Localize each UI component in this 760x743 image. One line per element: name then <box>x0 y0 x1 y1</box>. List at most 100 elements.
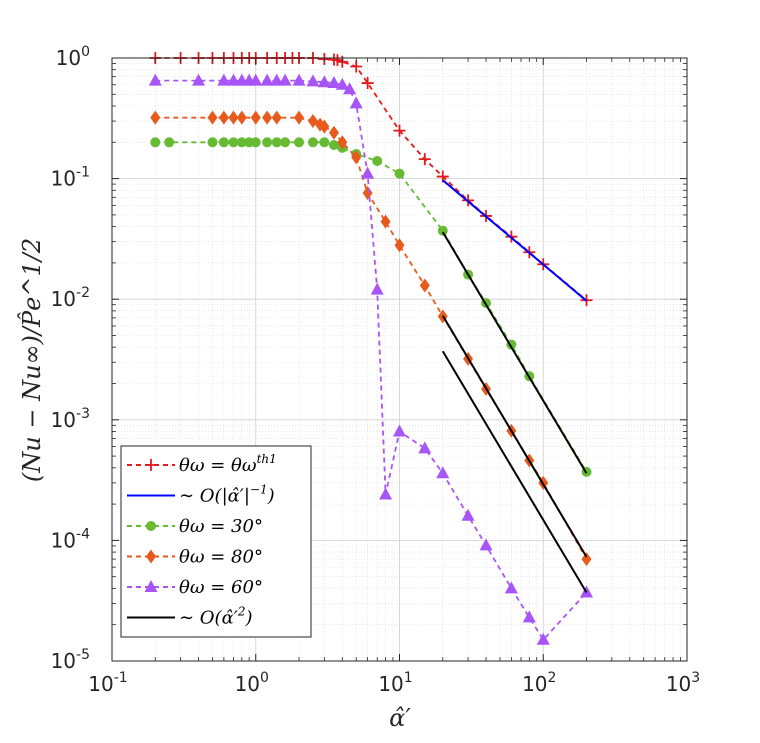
y-tick-label: 10-4 <box>51 526 91 552</box>
data-point <box>250 137 261 148</box>
data-point <box>262 137 273 148</box>
data-point <box>418 153 431 166</box>
data-point <box>372 155 383 166</box>
data-point <box>294 137 305 148</box>
y-tick-exponent: -2 <box>76 285 90 301</box>
series-5 <box>441 231 588 474</box>
fit-line <box>441 350 588 594</box>
data-point <box>307 137 318 148</box>
data-point <box>228 137 239 148</box>
x-tick-exponent: 2 <box>548 670 557 686</box>
data-point <box>150 137 161 148</box>
data-point <box>362 185 373 200</box>
series-1 <box>442 179 588 302</box>
x-tick-label: 101 <box>378 670 412 696</box>
legend-box <box>120 445 312 638</box>
data-point <box>270 73 284 86</box>
fit-line <box>441 315 588 558</box>
data-point <box>226 73 240 86</box>
data-point <box>349 96 363 109</box>
data-point <box>461 508 475 521</box>
data-point <box>328 139 339 150</box>
data-point <box>380 214 391 229</box>
x-tick-label: 102 <box>522 670 556 696</box>
series-line <box>442 179 588 302</box>
y-tick-exponent: 0 <box>81 44 90 60</box>
legend-label: θω = 30° <box>179 516 263 537</box>
data-point <box>418 441 432 454</box>
y-tick-label: 100 <box>56 44 90 70</box>
y-tick-exponent: -1 <box>76 165 90 181</box>
data-point <box>294 110 305 125</box>
data-point <box>361 166 375 179</box>
x-tick-label: 100 <box>235 670 269 696</box>
data-point <box>317 75 331 88</box>
data-point <box>271 137 282 148</box>
y-tick-label: 10-2 <box>51 285 90 311</box>
legend: θω = θωth1∼ O(|α̂′|−1)θω = 30°θω = 80°θω… <box>120 445 312 638</box>
y-tick-label: 10-3 <box>51 406 90 432</box>
data-point <box>236 137 247 148</box>
data-point <box>419 278 430 293</box>
data-point <box>504 581 518 594</box>
data-point <box>236 110 247 125</box>
data-point <box>581 552 592 567</box>
data-point <box>164 137 175 148</box>
legend-label: θω = 80° <box>179 547 263 568</box>
x-tick-label: 10-1 <box>88 670 127 696</box>
data-point <box>218 110 229 125</box>
data-point <box>327 76 341 89</box>
data-point <box>394 168 405 179</box>
data-point <box>319 137 330 148</box>
data-point <box>393 424 406 437</box>
data-point <box>394 238 405 253</box>
y-axis-label: (Nu − Nu∞)/P̂e^1/2 <box>18 238 46 482</box>
data-point <box>292 73 306 86</box>
data-point <box>271 110 282 125</box>
data-point <box>228 110 239 125</box>
legend-item: θω = 60° <box>127 577 263 598</box>
data-point <box>437 225 448 236</box>
x-tick-exponent: -1 <box>114 670 128 686</box>
legend-label-tail: ) <box>244 608 252 629</box>
data-point <box>249 73 263 86</box>
data-point <box>218 137 229 148</box>
legend-swatch-marker <box>146 549 156 564</box>
legend-label-tail: ) <box>267 486 275 507</box>
data-point <box>522 610 536 623</box>
legend-swatch-marker <box>145 459 157 471</box>
data-point <box>479 538 493 551</box>
data-point <box>250 110 261 125</box>
series-3 <box>150 110 592 567</box>
data-point <box>361 77 374 90</box>
series-4 <box>148 73 594 645</box>
y-tick-exponent: -4 <box>76 526 90 542</box>
legend-swatch-marker <box>144 580 158 592</box>
data-point <box>337 135 348 150</box>
data-point <box>328 125 339 140</box>
y-tick-exponent: -5 <box>76 647 90 663</box>
x-axis-label: α̂′ <box>389 704 411 732</box>
y-tick-label: 10-1 <box>51 165 90 191</box>
y-tick-label: 10-5 <box>51 647 90 673</box>
data-point <box>370 282 384 295</box>
data-point <box>379 487 393 500</box>
x-tick-exponent: 1 <box>404 670 413 686</box>
legend-item: θω = 30° <box>127 516 263 537</box>
data-point <box>351 150 362 165</box>
data-point <box>350 60 363 73</box>
data-point <box>217 73 231 86</box>
legend-label-superscript: th1 <box>257 452 277 466</box>
legend-swatch-marker <box>146 521 156 531</box>
data-point <box>436 466 450 479</box>
x-tick-label: 103 <box>666 670 700 696</box>
x-tick-exponent: 0 <box>260 670 269 686</box>
data-point <box>207 137 218 148</box>
y-tick-exponent: -3 <box>76 406 90 422</box>
data-point <box>393 124 406 137</box>
legend-label-superscript: −1 <box>250 483 268 497</box>
data-point <box>536 632 550 645</box>
legend-item: θω = 80° <box>127 547 263 568</box>
data-point <box>280 137 291 148</box>
